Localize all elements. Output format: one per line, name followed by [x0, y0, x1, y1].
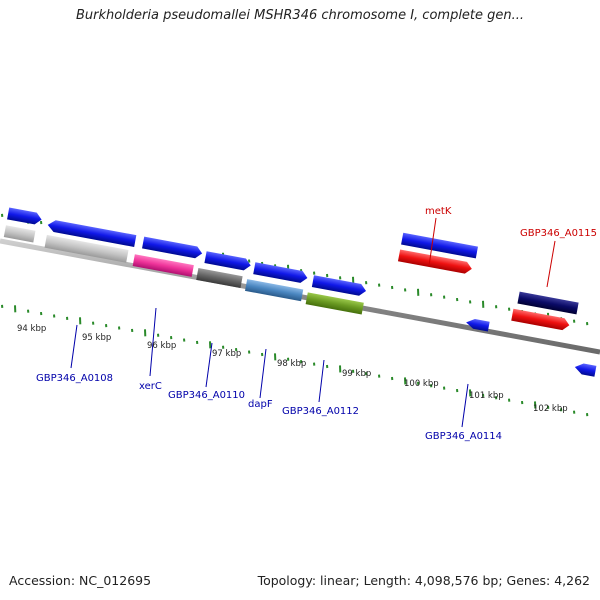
gene-label-gbp346-a0115[interactable]: GBP346_A0115 [520, 228, 597, 239]
topology-summary: Topology: linear; Length: 4,098,576 bp; … [257, 573, 590, 588]
gene-gbp346-a0115-red[interactable] [511, 308, 570, 331]
gene-left-edge-gray[interactable] [3, 225, 36, 243]
gene-label-xerc[interactable]: xerC [139, 381, 162, 392]
gene-gbp346-a0108[interactable] [44, 234, 129, 263]
accession-text: Accession: NC_012695 [9, 573, 152, 588]
gene-gbp346-a0114[interactable] [465, 317, 490, 332]
gene-label-gbp346-a0114[interactable]: GBP346_A0114 [425, 431, 502, 442]
gene-metk-red[interactable] [397, 249, 473, 274]
gene-xerc[interactable] [142, 236, 203, 260]
map-title: Burkholderia pseudomallei MSHR346 chromo… [75, 8, 525, 23]
tick-label-101kbp: 101 kbp [469, 391, 504, 401]
gene-gbp346-a0110[interactable] [204, 251, 251, 271]
tick-label-100kbp: 100 kbp [404, 379, 439, 389]
gene-label-gbp346-a0110[interactable]: GBP346_A0110 [168, 390, 245, 401]
gene-callouts [70, 307, 469, 428]
gene-dark-gray[interactable] [196, 268, 243, 289]
tick-label-102kbp: 102 kbp [533, 404, 568, 414]
gene-right-edge[interactable] [574, 362, 597, 377]
gene-steel[interactable] [245, 279, 304, 302]
gene-label-dapf[interactable]: dapF [248, 399, 273, 410]
gene-gbp346-a0115[interactable] [517, 291, 579, 315]
tick-label-99kbp: 99 kbp [342, 369, 371, 379]
tick-label-97kbp: 97 kbp [212, 349, 241, 359]
gene-label-metk[interactable]: metK [425, 206, 452, 217]
gene-olive[interactable] [305, 292, 364, 315]
lower-scale-dots [1, 304, 589, 417]
tick-label-95kbp: 95 kbp [82, 333, 111, 343]
tick-label-96kbp: 96 kbp [147, 341, 176, 351]
gene-gbp346-a0108-forward[interactable] [47, 219, 137, 247]
gene-label-gbp346-a0108[interactable]: GBP346_A0108 [36, 373, 113, 384]
tick-label-98kbp: 98 kbp [277, 359, 306, 369]
gene-metk[interactable] [401, 232, 478, 259]
gene-label-gbp346-a0112[interactable]: GBP346_A0112 [282, 406, 359, 417]
tick-label-94kbp: 94 kbp [17, 324, 46, 334]
gene-pink[interactable] [132, 254, 194, 277]
gene-dapf[interactable] [253, 262, 308, 284]
gene-left-edge-forward[interactable] [7, 207, 43, 226]
gene-gbp346-a0112[interactable] [311, 275, 367, 297]
